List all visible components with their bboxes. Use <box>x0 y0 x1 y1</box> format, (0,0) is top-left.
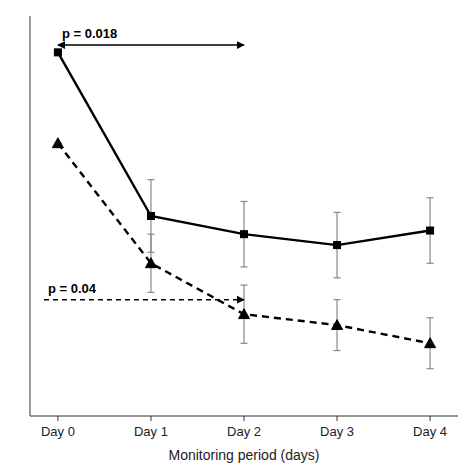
error-bar-cap <box>427 263 434 264</box>
x-tick <box>430 416 431 421</box>
error-bar-cap <box>334 212 341 213</box>
x-tick <box>150 416 151 421</box>
error-bar-cap <box>241 266 248 267</box>
x-tick-label: Day 2 <box>227 424 261 439</box>
point <box>425 338 436 348</box>
point <box>241 231 248 238</box>
plot-area <box>44 45 436 369</box>
error-bar-cap <box>427 317 434 318</box>
error-bar-cap <box>334 277 341 278</box>
annotation-arrow <box>44 299 244 301</box>
error-bar-cap <box>147 179 154 180</box>
error-bar <box>241 201 248 266</box>
error-bar-cap <box>427 368 434 369</box>
x-tick-label: Day 0 <box>41 424 75 439</box>
x-tick <box>244 416 245 421</box>
x-tick-label: Day 3 <box>320 424 354 439</box>
x-tick-label: Day 1 <box>134 424 168 439</box>
x-tick <box>337 416 338 421</box>
error-bar <box>334 212 341 277</box>
series-line <box>58 143 430 343</box>
y-axis <box>30 16 31 416</box>
point <box>239 309 250 319</box>
point <box>334 242 341 249</box>
x-tick-label: Day 4 <box>413 424 447 439</box>
x-axis-label: Monitoring period (days) <box>169 447 320 463</box>
point <box>332 320 343 330</box>
point <box>52 138 63 148</box>
error-bar-cap <box>427 197 434 198</box>
x-tick <box>57 416 58 421</box>
point <box>147 213 154 220</box>
error-bar-cap <box>147 234 154 235</box>
annotation-arrow <box>58 44 244 46</box>
chart: Day 0 Day 1 Day 2 Day 3 Day 4 Monitoring peri… <box>0 0 474 474</box>
point <box>427 227 434 234</box>
error-bar-cap <box>334 350 341 351</box>
error-bar <box>427 198 434 263</box>
point <box>54 49 61 56</box>
annotation-text: p = 0.04 <box>48 281 97 296</box>
error-bar-cap <box>334 299 341 300</box>
point <box>145 258 156 268</box>
annotation-text: p = 0.018 <box>62 26 117 41</box>
error-bar-cap <box>241 201 248 202</box>
error-bar-cap <box>241 284 248 285</box>
error-bar-cap <box>147 292 154 293</box>
error-bar-cap <box>241 343 248 344</box>
